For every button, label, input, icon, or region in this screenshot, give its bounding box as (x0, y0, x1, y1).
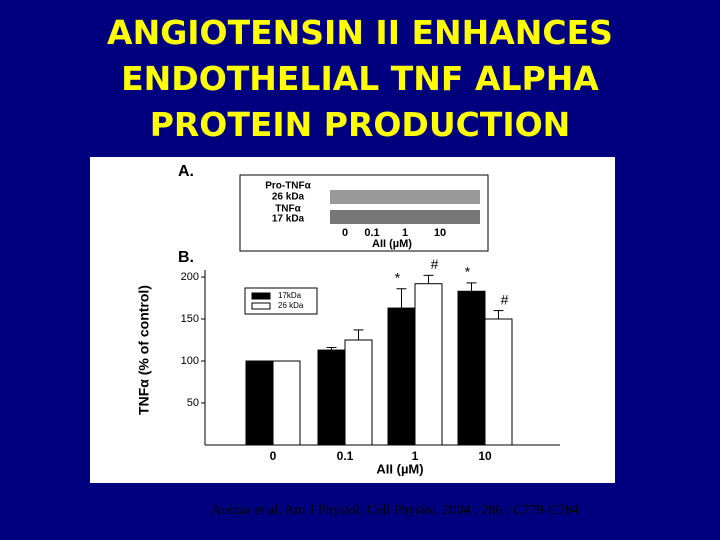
x-tick-label: 10 (478, 449, 492, 463)
bar (457, 290, 486, 446)
annotation: # (431, 256, 439, 272)
citation: Arenas et al, Am J Physiol. Cell Physiol… (211, 503, 579, 518)
y-tick-label: 100 (181, 355, 199, 367)
y-tick-label: 150 (181, 313, 199, 325)
y-tick-label: 50 (187, 397, 199, 409)
annotation: # (501, 291, 509, 307)
legend-label: 17kDa (278, 291, 302, 300)
y-axis-label: TNFα (% of control) (136, 285, 152, 415)
legend-swatch (251, 302, 271, 310)
x-axis-label: AII (µM) (376, 461, 423, 476)
blot-lane: 10 (434, 227, 446, 239)
legend-swatch (251, 292, 271, 300)
bar (317, 349, 346, 446)
annotation: * (465, 264, 471, 280)
bar (344, 339, 373, 446)
x-tick-label: 1 (412, 449, 419, 463)
annotation: * (395, 269, 401, 285)
y-tick-label: 200 (181, 271, 199, 283)
blot-lane: 1 (402, 227, 408, 239)
panel-label: A. (178, 163, 194, 180)
blot-lane: 0.1 (364, 227, 379, 239)
blot-lane: 0 (342, 227, 348, 239)
blot-band (330, 210, 480, 224)
panel-label: B. (178, 249, 194, 266)
bar (272, 360, 301, 446)
bar (484, 318, 513, 446)
blot-label: 17 kDa (272, 214, 305, 225)
slide-title: ANGIOTENSIN II ENHANCES ENDOTHELIAL TNF … (107, 13, 613, 144)
blot-label: Pro-TNFα (265, 181, 311, 192)
legend-box (244, 287, 318, 315)
bar (414, 283, 443, 446)
blot-band (330, 190, 480, 204)
x-tick-label: 0 (270, 449, 277, 463)
blot-xlabel: AII (µM) (372, 238, 412, 250)
legend-label: 26 kDa (278, 301, 304, 310)
blot-label: 26 kDa (272, 192, 305, 203)
bar (245, 360, 274, 446)
bar (387, 307, 416, 446)
x-tick-label: 0.1 (337, 449, 354, 463)
blot-label: TNFα (275, 204, 301, 215)
